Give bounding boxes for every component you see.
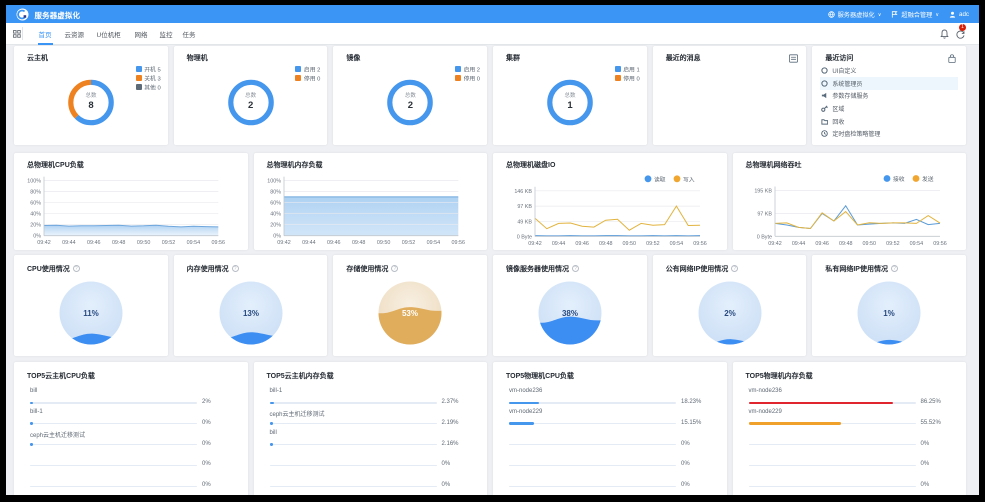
svg-text:09:46: 09:46 [815, 240, 829, 246]
svg-text:09:42: 09:42 [37, 240, 51, 246]
svg-text:09:52: 09:52 [886, 240, 900, 246]
svg-text:发送: 发送 [922, 175, 934, 183]
svg-text:80%: 80% [270, 189, 281, 195]
svg-text:09:42: 09:42 [528, 241, 542, 247]
svg-text:09:42: 09:42 [768, 240, 782, 246]
svg-text:20%: 20% [30, 222, 41, 228]
svg-text:100%: 100% [27, 178, 41, 184]
svg-text:09:42: 09:42 [277, 240, 291, 246]
svg-text:09:48: 09:48 [838, 240, 852, 246]
svg-text:13%: 13% [243, 309, 259, 318]
svg-text:09:44: 09:44 [62, 240, 76, 246]
svg-text:09:56: 09:56 [933, 240, 947, 246]
svg-text:09:46: 09:46 [87, 240, 101, 246]
svg-text:0 Byte: 0 Byte [756, 234, 771, 240]
svg-text:09:52: 09:52 [646, 241, 660, 247]
svg-text:09:44: 09:44 [552, 241, 566, 247]
svg-text:09:48: 09:48 [112, 240, 126, 246]
svg-text:读取: 读取 [654, 175, 666, 183]
svg-text:97 KB: 97 KB [517, 204, 532, 210]
svg-text:38%: 38% [562, 309, 578, 318]
svg-text:09:46: 09:46 [575, 241, 589, 247]
svg-text:09:54: 09:54 [187, 240, 201, 246]
svg-text:09:50: 09:50 [623, 241, 637, 247]
svg-text:09:54: 09:54 [670, 241, 684, 247]
svg-text:09:54: 09:54 [426, 240, 440, 246]
svg-text:09:52: 09:52 [162, 240, 176, 246]
svg-text:09:50: 09:50 [376, 240, 390, 246]
svg-text:09:54: 09:54 [909, 240, 923, 246]
svg-text:60%: 60% [30, 200, 41, 206]
svg-text:49 KB: 49 KB [517, 219, 532, 225]
svg-text:1%: 1% [884, 309, 896, 318]
svg-text:09:56: 09:56 [212, 240, 226, 246]
svg-text:80%: 80% [30, 189, 41, 195]
svg-text:2%: 2% [724, 309, 736, 318]
svg-text:09:44: 09:44 [302, 240, 316, 246]
svg-text:0%: 0% [33, 233, 41, 239]
svg-text:09:56: 09:56 [693, 241, 707, 247]
svg-text:09:50: 09:50 [862, 240, 876, 246]
svg-text:146 KB: 146 KB [514, 188, 532, 194]
svg-text:09:46: 09:46 [327, 240, 341, 246]
svg-text:40%: 40% [270, 211, 281, 217]
svg-text:0%: 0% [273, 233, 281, 239]
svg-text:97 KB: 97 KB [757, 211, 772, 217]
svg-text:60%: 60% [270, 200, 281, 206]
svg-text:11%: 11% [83, 309, 99, 318]
svg-text:20%: 20% [270, 222, 281, 228]
svg-text:0 Byte: 0 Byte [517, 234, 532, 240]
svg-text:09:52: 09:52 [401, 240, 415, 246]
svg-text:40%: 40% [30, 211, 41, 217]
svg-text:09:56: 09:56 [451, 240, 465, 246]
svg-text:写入: 写入 [683, 176, 695, 183]
svg-text:09:50: 09:50 [137, 240, 151, 246]
svg-text:195 KB: 195 KB [754, 188, 772, 194]
svg-text:接收: 接收 [893, 175, 905, 183]
svg-text:53%: 53% [402, 309, 418, 318]
svg-text:09:48: 09:48 [351, 240, 365, 246]
svg-text:100%: 100% [267, 178, 281, 184]
svg-text:09:48: 09:48 [599, 241, 613, 247]
svg-text:09:44: 09:44 [791, 240, 805, 246]
